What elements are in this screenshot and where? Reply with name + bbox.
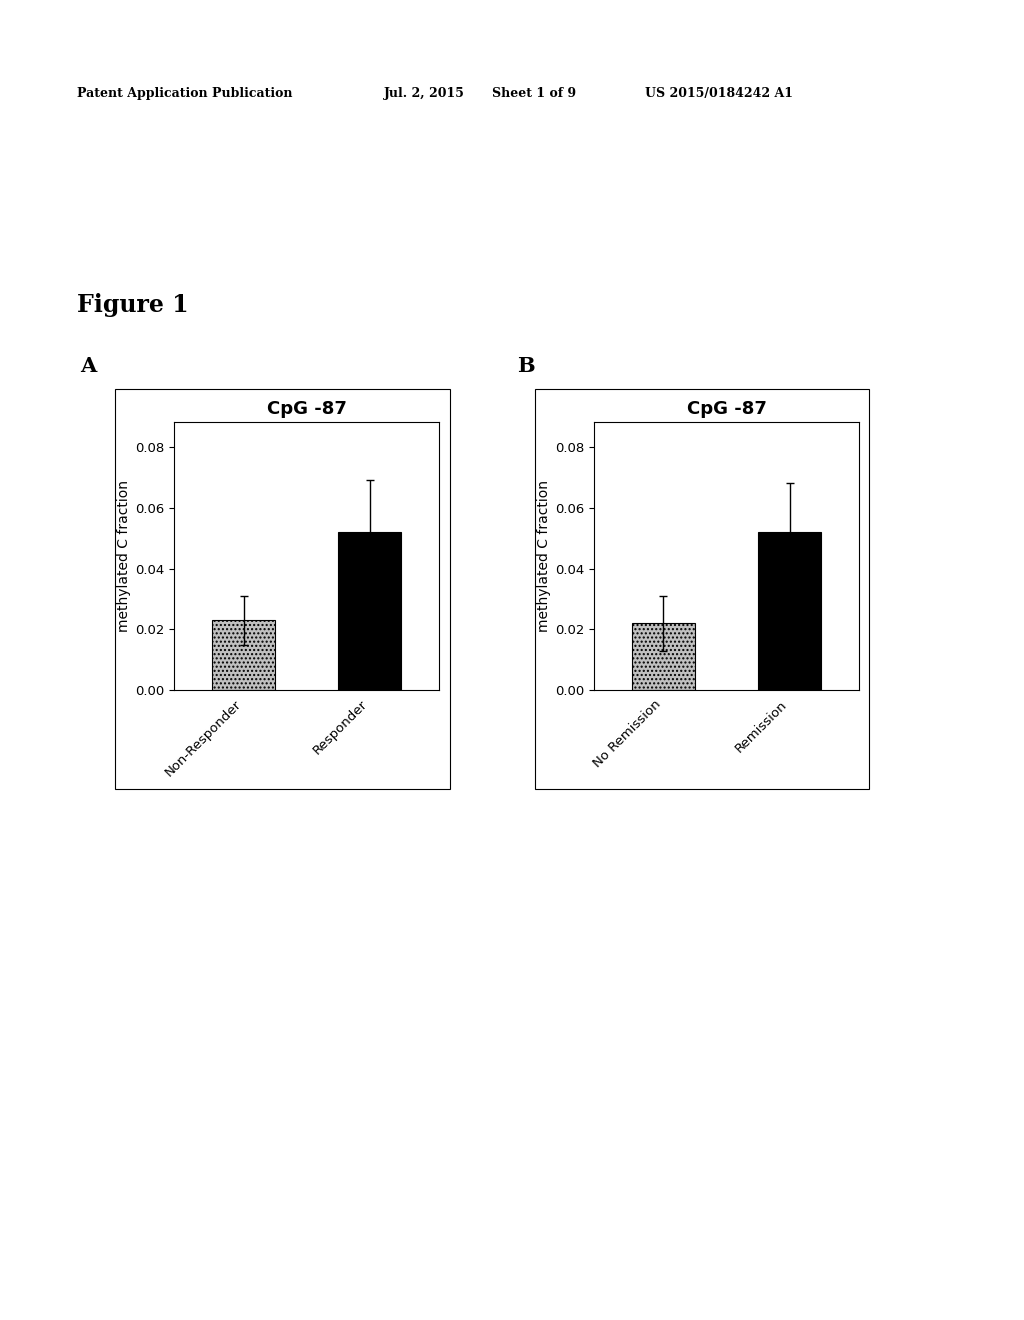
- Text: A: A: [80, 356, 96, 376]
- Bar: [758, 532, 821, 690]
- Text: Patent Application Publication: Patent Application Publication: [77, 87, 292, 100]
- Y-axis label: methylated C fraction: methylated C fraction: [537, 480, 551, 632]
- Text: Sheet 1 of 9: Sheet 1 of 9: [492, 87, 575, 100]
- Text: Jul. 2, 2015: Jul. 2, 2015: [384, 87, 465, 100]
- Text: Figure 1: Figure 1: [77, 293, 188, 317]
- Title: CpG -87: CpG -87: [686, 400, 767, 418]
- Text: US 2015/0184242 A1: US 2015/0184242 A1: [645, 87, 794, 100]
- Bar: [338, 532, 401, 690]
- Bar: [212, 620, 275, 690]
- Title: CpG -87: CpG -87: [266, 400, 347, 418]
- Bar: [632, 623, 695, 690]
- Y-axis label: methylated C fraction: methylated C fraction: [117, 480, 131, 632]
- Text: B: B: [517, 356, 535, 376]
